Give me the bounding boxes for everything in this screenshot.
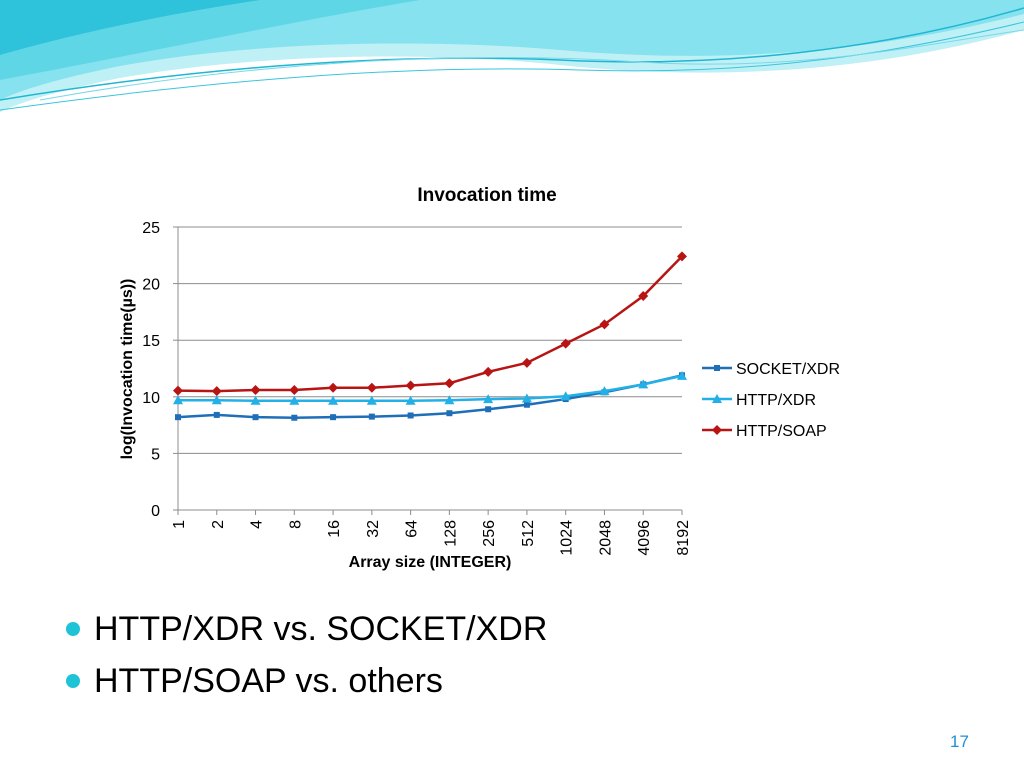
data-point-http-xdr bbox=[250, 395, 261, 405]
bullet-dot-icon bbox=[66, 622, 80, 636]
data-point-http-xdr bbox=[560, 391, 571, 401]
x-tick-label: 4096 bbox=[636, 520, 653, 556]
data-point-http-soap bbox=[521, 357, 532, 368]
x-tick-label: 8 bbox=[287, 520, 304, 529]
y-tick-label: 20 bbox=[142, 277, 160, 294]
data-point-http-xdr bbox=[677, 370, 687, 380]
legend-label-http-soap: HTTP/SOAP bbox=[736, 423, 827, 440]
y-tick-label: 5 bbox=[151, 446, 160, 463]
data-point-http-soap bbox=[211, 386, 222, 397]
legend-label-socket-xdr: SOCKET/XDR bbox=[736, 361, 840, 378]
series-line-http-xdr bbox=[178, 374, 683, 403]
bullet-dot-icon bbox=[66, 674, 80, 688]
data-point-socket-xdr bbox=[368, 413, 375, 420]
data-point-socket-xdr bbox=[407, 412, 414, 419]
data-point-socket-xdr bbox=[485, 406, 492, 413]
y-axis-label: log(Invocation time(µs)) bbox=[119, 279, 136, 460]
invocation-time-chart: Invocation time 0 5 10 15 20 25 1 2 4 8 16 32 64 128… bbox=[119, 185, 840, 571]
legend-label-http-xdr: HTTP/XDR bbox=[736, 392, 816, 409]
x-tick-label: 1024 bbox=[559, 520, 576, 556]
data-point-socket-xdr bbox=[330, 414, 337, 421]
x-tick-label: 512 bbox=[520, 520, 537, 547]
data-point-http-xdr bbox=[599, 386, 610, 396]
y-tick-label: 15 bbox=[142, 333, 160, 350]
y-axis-ticks: 0 5 10 15 20 25 bbox=[142, 220, 178, 520]
data-point-http-xdr bbox=[328, 395, 339, 405]
page-number: 17 bbox=[950, 732, 969, 751]
chart-axes bbox=[177, 227, 682, 511]
header-wave-banner bbox=[0, 0, 1024, 112]
legend-marker-http-xdr bbox=[712, 394, 722, 403]
data-point-http-xdr bbox=[173, 395, 183, 405]
x-tick-label: 2048 bbox=[597, 520, 614, 556]
y-tick-label: 25 bbox=[142, 220, 160, 237]
legend-marker-socket-xdr bbox=[714, 365, 720, 371]
data-point-socket-xdr bbox=[291, 414, 298, 421]
data-point-http-soap bbox=[638, 291, 649, 302]
x-axis-ticks: 1 2 4 8 16 32 64 128 256 512 1024 2048 4096 8192 bbox=[171, 510, 692, 556]
series-line-socket-xdr bbox=[177, 374, 683, 419]
x-tick-label: 16 bbox=[326, 520, 343, 538]
data-point-socket-xdr bbox=[175, 414, 181, 421]
data-point-http-soap bbox=[444, 378, 455, 389]
data-point-http-soap bbox=[405, 380, 416, 391]
x-tick-label: 4 bbox=[249, 520, 266, 529]
chart-legend: SOCKET/XDR HTTP/XDR HTTP/SOAP bbox=[702, 361, 840, 440]
data-point-http-soap bbox=[483, 366, 494, 377]
data-point-http-xdr bbox=[483, 394, 494, 404]
data-point-http-soap bbox=[599, 319, 610, 330]
x-axis-label: Array size (INTEGER) bbox=[349, 554, 512, 571]
legend-marker-http-soap bbox=[712, 425, 722, 435]
data-point-socket-xdr bbox=[213, 411, 220, 418]
x-tick-label: 32 bbox=[365, 520, 382, 538]
chart-gridlines bbox=[178, 226, 682, 454]
data-point-http-soap bbox=[560, 338, 571, 349]
chart-title: Invocation time bbox=[417, 185, 556, 206]
data-point-http-soap bbox=[366, 382, 377, 393]
data-point-http-soap bbox=[677, 251, 687, 262]
data-point-http-soap bbox=[289, 385, 300, 396]
bullet-item: HTTP/SOAP vs. others bbox=[62, 655, 547, 707]
data-point-http-soap bbox=[328, 382, 339, 393]
x-tick-label: 64 bbox=[404, 520, 421, 538]
bullet-text: HTTP/SOAP vs. others bbox=[94, 662, 443, 700]
bullet-item: HTTP/XDR vs. SOCKET/XDR bbox=[62, 603, 547, 655]
data-point-http-xdr bbox=[211, 395, 222, 405]
data-point-socket-xdr bbox=[446, 410, 453, 417]
x-tick-label: 256 bbox=[481, 520, 498, 547]
series-http-soap bbox=[173, 251, 687, 397]
data-point-http-soap bbox=[250, 385, 261, 396]
series-http-xdr bbox=[173, 370, 687, 405]
x-tick-label: 128 bbox=[442, 520, 459, 547]
data-point-http-xdr bbox=[366, 395, 377, 405]
bullet-text: HTTP/XDR vs. SOCKET/XDR bbox=[94, 610, 548, 648]
data-point-socket-xdr bbox=[523, 401, 530, 408]
series-line-http-soap bbox=[177, 255, 683, 393]
data-point-http-xdr bbox=[444, 395, 455, 405]
bullet-list: HTTP/XDR vs. SOCKET/XDR HTTP/SOAP vs. ot… bbox=[62, 603, 547, 707]
y-tick-label: 0 bbox=[151, 503, 160, 520]
data-point-http-xdr bbox=[289, 395, 300, 405]
data-point-http-soap bbox=[173, 385, 183, 396]
x-tick-label: 2 bbox=[210, 520, 227, 529]
data-point-socket-xdr bbox=[252, 414, 259, 421]
data-point-http-xdr bbox=[405, 395, 416, 405]
chart-series bbox=[173, 251, 687, 421]
x-tick-label: 1 bbox=[171, 520, 188, 529]
y-tick-label: 10 bbox=[142, 390, 160, 407]
x-tick-label: 8192 bbox=[675, 520, 692, 556]
data-point-http-xdr bbox=[638, 379, 649, 389]
data-point-http-xdr bbox=[521, 393, 532, 403]
